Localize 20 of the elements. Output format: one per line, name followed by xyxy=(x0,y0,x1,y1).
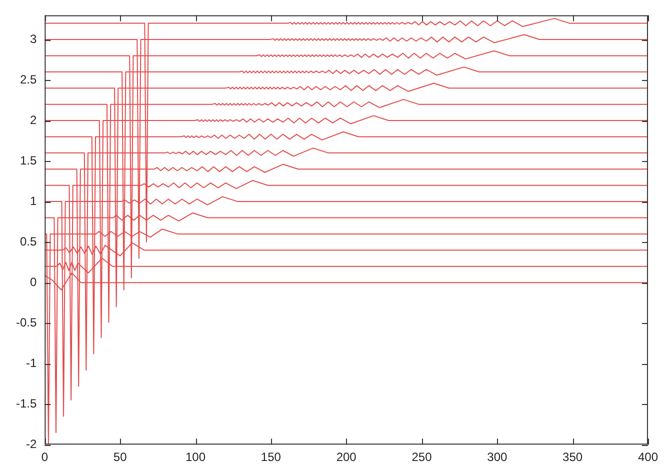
y-tick-label: -1.5 xyxy=(16,396,37,410)
x-tick-label: 50 xyxy=(113,450,128,464)
y-tick-label: -2 xyxy=(26,436,37,451)
y-tick-label: -0.5 xyxy=(16,315,37,330)
y-tick-label: -1 xyxy=(26,356,37,370)
x-tick-label: 300 xyxy=(487,450,508,464)
x-tick-label: 0 xyxy=(41,450,48,464)
x-tick-label: 250 xyxy=(412,450,432,464)
x-tick-label: 400 xyxy=(638,450,658,464)
y-tick-label: 2 xyxy=(30,112,37,127)
y-tick-label: 1.5 xyxy=(20,153,37,168)
y-tick-label: 0.5 xyxy=(20,234,37,248)
x-tick-label: 200 xyxy=(336,450,357,464)
y-tick-label: 3 xyxy=(30,32,37,46)
y-tick-label: 1 xyxy=(30,194,37,208)
y-tick-label: 2.5 xyxy=(20,72,37,86)
x-tick-label: 350 xyxy=(562,450,583,464)
y-tick-label: 0 xyxy=(30,274,37,289)
x-tick-label: 100 xyxy=(185,450,206,464)
x-tick-label: 150 xyxy=(260,450,282,464)
